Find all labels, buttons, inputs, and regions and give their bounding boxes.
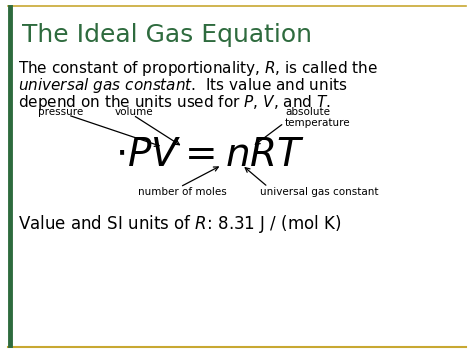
Text: volume: volume xyxy=(115,107,154,117)
Text: universal gas constant: universal gas constant xyxy=(260,187,379,197)
Text: The Ideal Gas Equation: The Ideal Gas Equation xyxy=(22,23,312,47)
Text: absolute: absolute xyxy=(285,107,330,117)
Text: number of moles: number of moles xyxy=(138,187,227,197)
Text: Value and SI units of $R$: 8.31 J / (mol K): Value and SI units of $R$: 8.31 J / (mol… xyxy=(18,213,342,235)
Text: The constant of proportionality, $R$, is called the: The constant of proportionality, $R$, is… xyxy=(18,59,378,78)
Text: $\cdot PV = nRT$: $\cdot PV = nRT$ xyxy=(115,137,305,174)
Text: $\mathbf{\mathit{universal\ gas\ constant}}$.  Its value and units: $\mathbf{\mathit{universal\ gas\ constan… xyxy=(18,76,347,95)
Text: pressure: pressure xyxy=(38,107,83,117)
Text: depend on the units used for $P$, $V$, and $T$.: depend on the units used for $P$, $V$, a… xyxy=(18,93,331,112)
Text: temperature: temperature xyxy=(285,118,351,128)
